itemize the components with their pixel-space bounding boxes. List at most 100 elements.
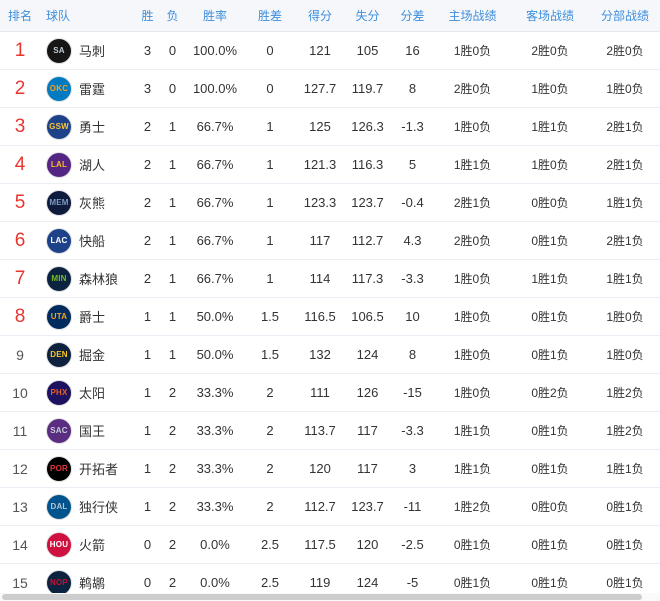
- column-header-rank: 排名: [7, 9, 32, 23]
- team-name[interactable]: 鹈鹕: [79, 576, 106, 591]
- games-behind-cell: 1.5: [260, 309, 280, 324]
- table-body: 1 SA 马刺 3 0 100.0% 0 121 105 16 1胜0负 2胜0…: [0, 32, 660, 601]
- column-header-away: 客场战绩: [525, 9, 574, 23]
- horizontal-scrollbar-track[interactable]: [0, 593, 660, 601]
- division-record-cell: 1胜1负: [606, 272, 644, 286]
- table-row[interactable]: 7 MIN 森林狼 2 1 66.7% 1 114 117.3 -3.3 1胜0…: [0, 260, 660, 298]
- table-row[interactable]: 13 DAL 独行侠 1 2 33.3% 2 112.7 123.7 -11 1…: [0, 488, 660, 526]
- column-header-pct: 胜率: [202, 9, 227, 23]
- team-logo-icon: DEN: [46, 341, 72, 368]
- wins-cell: 0: [143, 537, 152, 552]
- team-name[interactable]: 灰熊: [79, 196, 106, 211]
- point-diff-cell: -0.4: [401, 195, 424, 210]
- games-behind-cell: 1: [266, 157, 274, 172]
- games-behind-cell: 2: [266, 499, 274, 514]
- division-record-cell: 2胜1负: [606, 234, 644, 248]
- games-behind-cell: 2: [266, 461, 274, 476]
- table-row[interactable]: 8 UTA 爵士 1 1 50.0% 1.5 116.5 106.5 10 1胜…: [0, 298, 660, 336]
- team-logo-icon: MIN: [46, 265, 72, 292]
- team-name[interactable]: 火箭: [79, 538, 106, 553]
- table-row[interactable]: 12 POR 开拓者 1 2 33.3% 2 120 117 3 1胜1负 0胜…: [0, 450, 660, 488]
- home-record-cell: 1胜1负: [453, 462, 492, 476]
- table-row[interactable]: 3 GSW 勇士 2 1 66.7% 1 125 126.3 -1.3 1胜0负…: [0, 108, 660, 146]
- win-percentage-cell: 66.7%: [196, 271, 234, 286]
- away-record-cell: 0胜1负: [531, 348, 569, 362]
- table-row[interactable]: 11 SAC 国王 1 2 33.3% 2 113.7 117 -3.3 1胜1…: [0, 412, 660, 450]
- horizontal-scrollbar-thumb[interactable]: [2, 594, 642, 600]
- points-for-cell: 114: [309, 271, 331, 286]
- division-record-cell: 2胜1负: [606, 120, 644, 134]
- win-percentage-cell: 66.7%: [196, 195, 234, 210]
- home-record-cell: 1胜1负: [453, 424, 492, 438]
- away-record-cell: 1胜0负: [531, 82, 569, 96]
- away-record-cell: 1胜0负: [531, 158, 569, 172]
- team-name[interactable]: 雷霆: [79, 82, 106, 97]
- division-record-cell: 1胜0负: [606, 310, 644, 324]
- division-record-cell: 1胜0负: [606, 348, 644, 362]
- team-name[interactable]: 森林狼: [79, 272, 119, 287]
- table-row[interactable]: 14 HOU 火箭 0 2 0.0% 2.5 117.5 120 -2.5 0胜…: [0, 526, 660, 564]
- points-for-cell: 112.7: [304, 499, 336, 514]
- points-against-cell: 112.7: [351, 233, 384, 248]
- team-cell: SAC 国王: [40, 417, 135, 444]
- away-record-cell: 0胜1负: [531, 576, 569, 590]
- team-cell: GSW 勇士: [40, 113, 135, 140]
- away-record-cell: 0胜1负: [531, 234, 569, 248]
- away-record-cell: 0胜2负: [531, 386, 569, 400]
- team-name[interactable]: 掘金: [79, 348, 106, 363]
- division-record-cell: 2胜0负: [606, 44, 644, 58]
- division-record-cell: 0胜1负: [606, 538, 644, 552]
- team-name[interactable]: 独行侠: [79, 500, 119, 515]
- rank-cell: 12: [12, 460, 28, 477]
- header-row: 排名 球队 胜负 胜率 胜差 得分 失分 分差 主场战绩 客场战绩 分部战绩: [0, 0, 660, 32]
- team-name[interactable]: 太阳: [79, 386, 106, 401]
- column-header-win: 胜: [141, 9, 154, 23]
- team-name[interactable]: 勇士: [79, 120, 106, 135]
- points-for-cell: 113.7: [304, 423, 336, 438]
- team-name[interactable]: 国王: [79, 424, 106, 439]
- points-against-cell: 123.7: [351, 195, 384, 210]
- team-logo-icon: MEM: [46, 189, 72, 216]
- rank-cell: 9: [16, 346, 24, 363]
- table-row[interactable]: 4 LAL 湖人 2 1 66.7% 1 121.3 116.3 5 1胜1负 …: [0, 146, 660, 184]
- wins-cell: 2: [143, 157, 152, 172]
- points-against-cell: 116.3: [351, 157, 384, 172]
- table-row[interactable]: 10 PHX 太阳 1 2 33.3% 2 111 126 -15 1胜0负 0…: [0, 374, 660, 412]
- table-row[interactable]: 1 SA 马刺 3 0 100.0% 0 121 105 16 1胜0负 2胜0…: [0, 32, 660, 70]
- losses-cell: 2: [168, 575, 177, 590]
- table-row[interactable]: 9 DEN 掘金 1 1 50.0% 1.5 132 124 8 1胜0负 0胜…: [0, 336, 660, 374]
- rank-cell: 6: [14, 229, 26, 251]
- games-behind-cell: 0: [266, 43, 274, 58]
- points-for-cell: 117.5: [304, 537, 336, 552]
- points-for-cell: 132: [309, 347, 331, 362]
- home-record-cell: 1胜0负: [453, 272, 492, 286]
- home-record-cell: 1胜0负: [453, 386, 492, 400]
- games-behind-cell: 1: [266, 195, 274, 210]
- team-name[interactable]: 快船: [79, 234, 106, 249]
- points-for-cell: 125: [309, 119, 331, 134]
- rank-cell: 3: [14, 115, 26, 137]
- points-against-cell: 126.3: [351, 119, 384, 134]
- team-name[interactable]: 爵士: [79, 310, 106, 325]
- games-behind-cell: 1: [266, 119, 274, 134]
- wins-cell: 1: [143, 309, 152, 324]
- team-logo-icon: PHX: [46, 379, 72, 406]
- team-logo-icon: HOU: [46, 531, 72, 558]
- table-row[interactable]: 5 MEM 灰熊 2 1 66.7% 1 123.3 123.7 -0.4 2胜…: [0, 184, 660, 222]
- wins-cell: 1: [143, 347, 152, 362]
- table-row[interactable]: 2 OKC 雷霆 3 0 100.0% 0 127.7 119.7 8 2胜0负…: [0, 70, 660, 108]
- team-name[interactable]: 开拓者: [79, 462, 119, 477]
- wins-cell: 1: [143, 499, 152, 514]
- team-name[interactable]: 湖人: [79, 158, 106, 173]
- wins-cell: 2: [143, 233, 152, 248]
- wins-cell: 2: [143, 195, 152, 210]
- team-name[interactable]: 马刺: [79, 44, 106, 59]
- team-cell: PHX 太阳: [40, 379, 135, 406]
- point-diff-cell: -1.3: [401, 119, 424, 134]
- table-row[interactable]: 6 LAC 快船 2 1 66.7% 1 117 112.7 4.3 2胜0负 …: [0, 222, 660, 260]
- points-against-cell: 117.3: [351, 271, 384, 286]
- points-against-cell: 105: [356, 43, 379, 58]
- column-header-team: 球队: [46, 9, 71, 23]
- point-diff-cell: 10: [405, 309, 420, 324]
